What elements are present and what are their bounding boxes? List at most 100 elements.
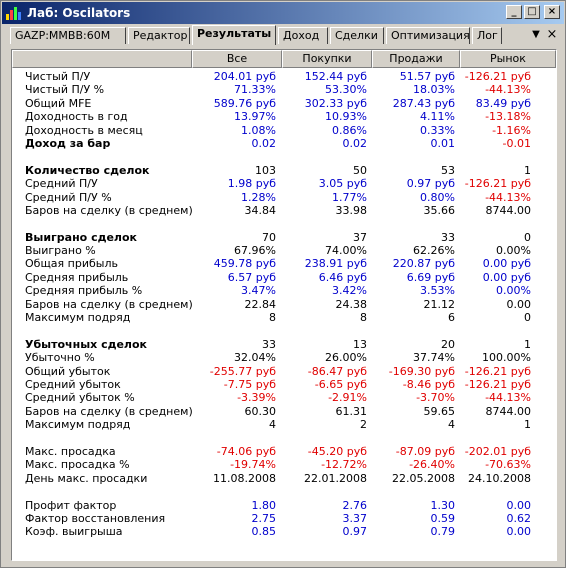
table-row: Средний П/У 1.98 руб 3.05 руб 0.97 руб -126.…	[12, 177, 556, 190]
value-cell: 0.85	[251, 525, 277, 539]
row-label: Общий убыток	[25, 364, 111, 378]
table-row: Средний убыток % -3.39% -2.91% -3.70% -44.13…	[12, 391, 556, 404]
row-label: Баров на сделку (в среднем)	[25, 297, 193, 311]
row-label: Средняя прибыль	[25, 270, 129, 284]
value-cell: 37.74%	[413, 351, 455, 365]
value-cell: 33.98	[335, 203, 368, 217]
row-label: Средняя прибыль %	[25, 284, 143, 298]
value-cell: 459.78 руб	[213, 257, 276, 271]
value-cell: 1	[524, 418, 531, 432]
value-cell: -255.77 руб	[209, 364, 276, 378]
value-cell: 51.57 руб	[399, 70, 455, 83]
value-cell: -126.21 руб	[464, 364, 531, 378]
value-cell: 0	[524, 230, 531, 244]
value-cell: 1.28%	[241, 190, 276, 204]
value-cell: -7.75 руб	[223, 377, 276, 391]
row-label: Чистый П/У %	[25, 83, 105, 97]
header-all[interactable]: Все	[192, 50, 282, 68]
value-cell: 24.38	[335, 297, 368, 311]
value-cell: 6.57 руб	[227, 270, 276, 284]
value-cell: 0.00 руб	[482, 257, 531, 271]
bar-chart-icon	[6, 6, 22, 20]
value-cell: 302.33 руб	[304, 96, 367, 110]
value-cell: 13.97%	[234, 110, 276, 124]
value-cell: -45.20 руб	[307, 444, 367, 458]
value-cell: 8744.00	[485, 203, 532, 217]
window-title: Лаб: Oscilators	[27, 6, 131, 20]
spacer-row	[12, 150, 556, 163]
value-cell: -2.91%	[328, 391, 367, 405]
value-cell: 53.30%	[325, 83, 367, 97]
value-cell: 0.02	[342, 136, 368, 150]
row-label: Выиграно %	[25, 244, 96, 258]
header-sells[interactable]: Продажи	[372, 50, 460, 68]
value-cell: 0	[524, 311, 531, 325]
tab-income[interactable]: Доход	[278, 27, 328, 44]
value-cell: 100.00%	[482, 351, 531, 365]
value-cell: 204.01 руб	[213, 70, 276, 83]
row-label: Максимум подряд	[25, 311, 131, 325]
value-cell: -3.39%	[237, 391, 276, 405]
tab-log[interactable]: Лог	[472, 27, 502, 44]
row-label: Доход за бар	[25, 136, 111, 150]
tab-close-icon[interactable]: ×	[546, 27, 558, 42]
tab-results[interactable]: Результаты	[192, 25, 276, 45]
results-panel: Все Покупки Продажи Рынок Чистый П/У 204.…	[11, 49, 557, 561]
title-bar[interactable]: Лаб: Oscilators _ □ ×	[2, 2, 564, 24]
table-row: Чистый П/У 204.01 руб 152.44 руб 51.57 руб -…	[12, 70, 556, 83]
value-cell: 1.80	[251, 498, 277, 512]
value-cell: 0.02	[251, 136, 277, 150]
value-cell: 35.66	[423, 203, 456, 217]
value-cell: 8	[360, 311, 367, 325]
minimize-button[interactable]: _	[506, 5, 522, 19]
value-cell: 0.00%	[496, 244, 531, 258]
table-row: Средний П/У % 1.28% 1.77% 0.80% -44.13%	[12, 191, 556, 204]
value-cell: 26.00%	[325, 351, 367, 365]
value-cell: 0.00	[506, 525, 532, 539]
value-cell: 152.44 руб	[304, 70, 367, 83]
table-row: Профит фактор 1.80 2.76 1.30 0.00	[12, 499, 556, 512]
table-row: Общий убыток -255.77 руб -86.47 руб -169.30…	[12, 365, 556, 378]
table-row: Выиграно % 67.96% 74.00% 62.26% 0.00%	[12, 244, 556, 257]
table-row: Доходность в год 13.97% 10.93% 4.11% -13.18%	[12, 110, 556, 123]
pin-icon[interactable]: ▼	[532, 29, 540, 40]
value-cell: 67.96%	[234, 244, 276, 258]
tab-optimization[interactable]: Оптимизация	[386, 27, 470, 44]
tab-gazp-mmbb[interactable]: GAZP:MMBB:60M	[10, 27, 126, 44]
table-row: Максимум подряд 4 2 4 1	[12, 418, 556, 431]
value-cell: 0.01	[430, 136, 456, 150]
value-cell: 0.62	[506, 511, 532, 525]
value-cell: -13.18%	[485, 110, 531, 124]
close-button[interactable]: ×	[544, 5, 560, 19]
value-cell: 0.33%	[420, 123, 455, 137]
row-label: Средний убыток	[25, 377, 121, 391]
row-label: Баров на сделку (в среднем)	[25, 203, 193, 217]
value-cell: -87.09 руб	[395, 444, 455, 458]
value-cell: -1.16%	[492, 123, 531, 137]
value-cell: 0.97 руб	[406, 177, 455, 191]
value-cell: 1.08%	[241, 123, 276, 137]
value-cell: 60.30	[244, 404, 277, 418]
table-row: Фактор восстановления 2.75 3.37 0.59 0.62	[12, 512, 556, 525]
value-cell: 2.75	[251, 511, 277, 525]
value-cell: 34.84	[244, 203, 277, 217]
table-row: Выиграно сделок 70 37 33 0	[12, 231, 556, 244]
row-label: Макс. просадка %	[25, 458, 130, 472]
value-cell: 62.26%	[413, 244, 455, 258]
value-cell: -74.06 руб	[216, 444, 276, 458]
tab-trades[interactable]: Сделки	[330, 27, 384, 44]
header-buys[interactable]: Покупки	[282, 50, 372, 68]
spacer-row	[12, 324, 556, 337]
value-cell: 0.59	[430, 511, 456, 525]
value-cell: -169.30 руб	[388, 364, 455, 378]
table-row: Коэф. выигрыша 0.85 0.97 0.79 0.00	[12, 525, 556, 538]
value-cell: 0.00 руб	[482, 270, 531, 284]
header-market[interactable]: Рынок	[460, 50, 556, 68]
row-label: Профит фактор	[25, 498, 117, 512]
table-row: День макс. просадки 11.08.2008 22.01.2008 2…	[12, 472, 556, 485]
tab-editor[interactable]: Редактор	[128, 27, 190, 44]
value-cell: 1.98 руб	[227, 177, 276, 191]
value-cell: -126.21 руб	[464, 70, 531, 83]
maximize-button[interactable]: □	[524, 5, 540, 19]
row-label: Средний П/У %	[25, 190, 112, 204]
